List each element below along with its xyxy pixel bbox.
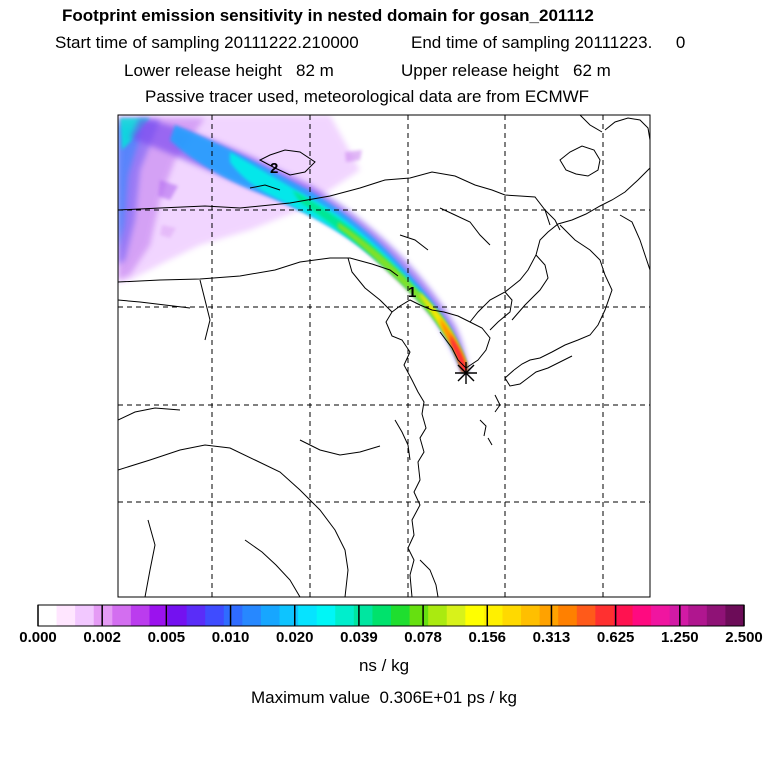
colorbar-cell [372, 605, 392, 626]
colorbar-tick-label: 0.313 [532, 629, 571, 646]
end-sampling-time: End time of sampling 20111223. 0 [411, 33, 686, 52]
footprint-map: 2 1 [117, 114, 651, 598]
colorbar-cell [428, 605, 448, 626]
colorbar-cell [186, 605, 206, 626]
colorbar-cell [223, 605, 243, 626]
colorbar-cell [632, 605, 652, 626]
colorbar-cell [112, 605, 132, 626]
colorbar-cell [56, 605, 76, 626]
colorbar-cell [539, 605, 559, 626]
colorbar-cell [409, 605, 429, 626]
colorbar-cell [725, 605, 745, 626]
colorbar [37, 604, 745, 627]
colorbar-cell [335, 605, 355, 626]
colorbar-cell [558, 605, 578, 626]
colorbar-cell [149, 605, 169, 626]
colorbar-cell [93, 605, 113, 626]
colorbar-cell [316, 605, 336, 626]
plot-title: Footprint emission sensitivity in nested… [62, 6, 594, 25]
colorbar-cell [130, 605, 151, 626]
colorbar-tick-label: 1.250 [661, 629, 699, 646]
coastlines [118, 115, 650, 597]
colorbar-cell [353, 605, 374, 626]
colorbar-tick-label: 0.002 [83, 629, 121, 646]
colorbar-tick-label: 0.010 [211, 629, 250, 646]
tracer-note: Passive tracer used, meteorological data… [145, 87, 590, 106]
colorbar-tick-label: 0.625 [596, 629, 635, 646]
plume-layer [118, 115, 468, 372]
lower-release-height: Lower release height 82 m [124, 61, 334, 80]
colorbar-tick-label: 0.000 [19, 629, 57, 646]
colorbar-cell [688, 605, 708, 626]
colorbar-cell [651, 605, 671, 626]
maximum-value: Maximum value 0.306E+01 ps / kg [251, 688, 517, 707]
colorbar-cell [260, 605, 281, 626]
colorbar-cell [706, 605, 727, 626]
colorbar-cell [391, 605, 411, 626]
asterisk-star-icon [455, 362, 477, 384]
trajectory-marker-1: 1 [408, 284, 416, 301]
colorbar-cell [446, 605, 466, 626]
colorbar-cell [521, 605, 541, 626]
colorbar-tick-label: 2.500 [725, 629, 763, 646]
colorbar-cell [75, 605, 95, 626]
graticule [118, 115, 650, 597]
upper-release-height: Upper release height 62 m [401, 61, 611, 80]
colorbar-cell [205, 605, 225, 626]
trajectory-marker-2: 2 [270, 160, 278, 177]
colorbar-tick-label: 0.078 [404, 629, 442, 646]
colorbar-units: ns / kg [358, 656, 410, 675]
colorbar-tick-label: 0.005 [147, 629, 186, 646]
colorbar-cell [168, 605, 188, 626]
colorbar-cell [502, 605, 522, 626]
colorbar-cell [595, 605, 615, 626]
colorbar-tick-label: 0.039 [340, 629, 378, 646]
colorbar-cell [279, 605, 299, 626]
colorbar-tick-label: 0.156 [468, 629, 507, 646]
colorbar-cell [242, 605, 262, 626]
colorbar-cell [298, 605, 318, 626]
start-sampling-time: Start time of sampling 20111222.210000 [55, 33, 359, 52]
colorbar-cell [465, 605, 485, 626]
colorbar-tick-label: 0.020 [275, 629, 314, 646]
map-frame [117, 114, 651, 598]
colorbar-cell [576, 605, 596, 626]
colorbar-cell [483, 605, 504, 626]
colorbar-cell [613, 605, 634, 626]
colorbar-cell [38, 605, 58, 626]
